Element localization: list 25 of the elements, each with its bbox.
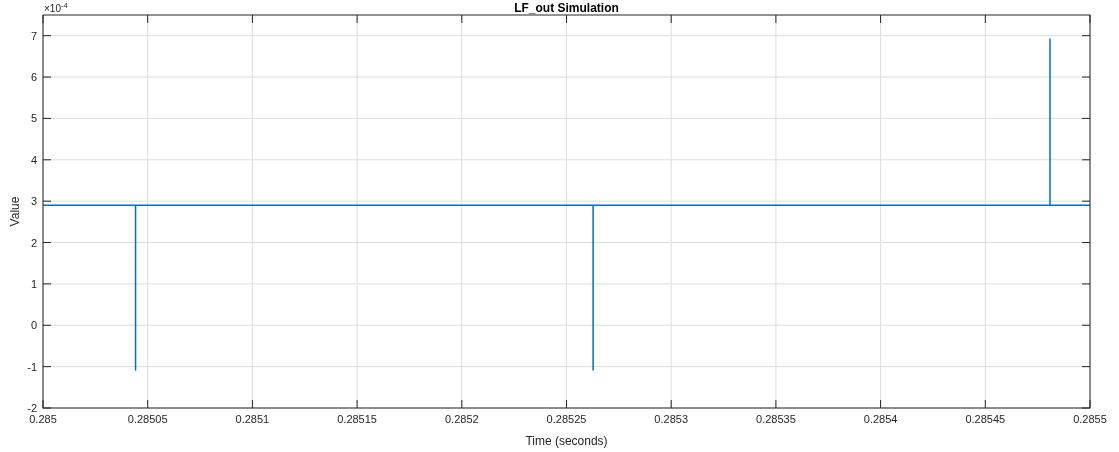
y-axis-title: Value <box>8 196 22 227</box>
x-tick-label: 0.2851 <box>235 413 270 425</box>
y-tick-label: 4 <box>30 153 37 166</box>
text: ×10$^{-4}$ <box>44 0 68 14</box>
x-tick-label: 0.285 <box>29 413 57 425</box>
y-tick-label: 5 <box>30 112 37 125</box>
x-axis-title: Time (seconds) <box>525 434 608 448</box>
y-tick-label: 7 <box>30 29 37 42</box>
y-tick-label: 1 <box>30 277 37 290</box>
x-tick-label: 0.28515 <box>337 413 377 425</box>
y-tick-label: 0 <box>30 319 37 332</box>
x-tick-label: 0.28525 <box>546 413 587 425</box>
x-tick-label: 0.2855 <box>1073 413 1107 425</box>
x-tick-label: 0.2852 <box>444 413 479 425</box>
x-tick-label: 0.2853 <box>654 413 689 425</box>
x-tick-label: 0.28545 <box>965 413 1006 425</box>
x-tick-label: 0.28535 <box>756 413 796 425</box>
x-tick-label: 0.2854 <box>863 413 898 425</box>
y-tick-label: -1 <box>27 360 37 373</box>
y-tick-label: 2 <box>30 236 37 249</box>
y-tick-label: -2 <box>27 402 37 414</box>
x-tick-label: 0.28505 <box>127 413 168 425</box>
chart-title: LF_out Simulation <box>514 1 619 15</box>
y-tick-label: 3 <box>30 195 37 208</box>
y-tick-label: 6 <box>30 71 37 84</box>
